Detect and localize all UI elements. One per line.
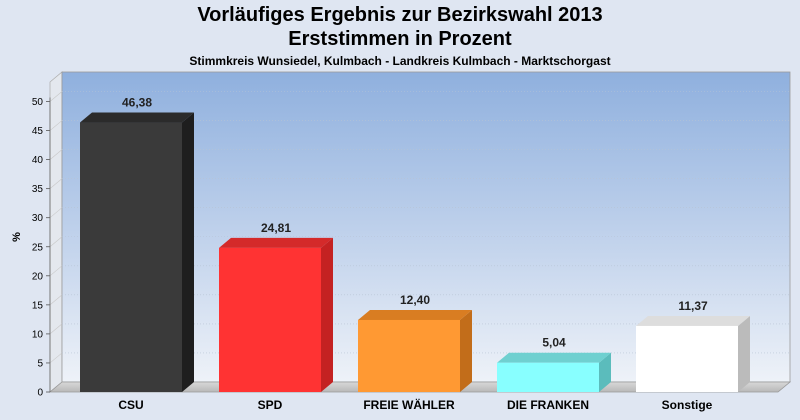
bar-side: [321, 237, 333, 392]
x-tick-label: SPD: [258, 398, 283, 412]
grid-line-side: [49, 323, 63, 335]
chart-region: Stimmkreis Wunsiedel, Kulmbach - Landkre…: [189, 54, 611, 68]
y-tick-label: 20: [32, 271, 44, 282]
grid-line-side: [49, 294, 63, 306]
y-tick-label: 40: [32, 155, 44, 166]
data-label: 24,81: [261, 221, 291, 235]
data-label: 46,38: [122, 96, 152, 110]
chart-title: Vorläufiges Ergebnis zur Bezirkswahl 201…: [197, 4, 603, 26]
data-label: 12,40: [400, 293, 430, 307]
bar-sonstige: 11,37: [636, 299, 750, 392]
bar-top: [636, 315, 750, 326]
x-tick-label: Sonstige: [662, 398, 713, 412]
bar-side: [460, 309, 472, 392]
grid-line-side: [49, 352, 63, 364]
bar-top: [358, 309, 472, 320]
y-tick-label: 10: [32, 329, 44, 340]
bar-freie-wähler: 12,40: [358, 293, 472, 392]
y-tick-label: 15: [32, 300, 44, 311]
grid-line-side: [49, 236, 63, 247]
bar-csu: 46,38: [80, 96, 194, 393]
bar-front: [80, 122, 182, 393]
grid-line-side: [49, 178, 63, 189]
x-tick-label: FREIE WÄHLER: [363, 397, 455, 412]
y-tick-label: 50: [32, 97, 44, 108]
grid-line-side: [49, 207, 63, 218]
bar-spd: 24,81: [219, 221, 333, 392]
plot-left-wall: [49, 71, 63, 393]
bar-die-franken: 5,04: [497, 336, 611, 392]
bar-side: [738, 315, 750, 392]
bar-top: [497, 352, 611, 363]
bar-side: [182, 112, 194, 393]
bar-top: [219, 237, 333, 248]
bar-front: [358, 319, 460, 392]
data-label: 5,04: [542, 336, 566, 350]
grid-line-side: [49, 149, 63, 160]
grid-line-side: [49, 91, 63, 102]
bar-front: [497, 362, 599, 392]
bar-front: [219, 247, 321, 392]
y-tick-label: 0: [37, 388, 43, 399]
x-tick-label: CSU: [118, 398, 143, 412]
bar-front: [636, 325, 738, 392]
grid-line-side: [49, 265, 63, 277]
bar-top: [80, 112, 194, 123]
y-tick-label: 25: [32, 242, 44, 253]
y-tick-label: 35: [32, 184, 44, 195]
chart-subtitle: Erststimmen in Prozent: [288, 28, 512, 50]
x-tick-label: DIE FRANKEN: [507, 398, 589, 412]
y-axis-label: %: [11, 232, 23, 242]
grid-line-side: [49, 120, 63, 131]
y-tick-label: 45: [32, 126, 44, 137]
bar-side: [599, 352, 611, 392]
y-tick-label: 5: [37, 358, 43, 369]
y-tick-label: 30: [32, 213, 44, 224]
data-label: 11,37: [678, 299, 708, 313]
